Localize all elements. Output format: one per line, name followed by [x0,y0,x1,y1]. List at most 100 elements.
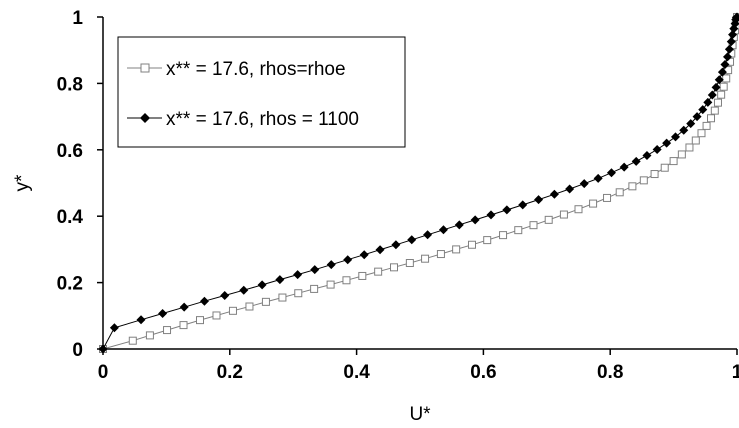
data-point [628,182,637,191]
data-point [514,226,523,235]
y-tick-label: 0.4 [57,207,84,228]
data-point [293,270,303,280]
x-axis-title: U* [409,404,431,425]
data-point [502,205,512,215]
series-1 [99,13,739,353]
x-tick-label: 1 [732,362,739,383]
data-point [179,321,188,330]
data-point [438,225,448,235]
data-point [436,250,445,259]
data-point [720,59,730,69]
y-tick-label: 0 [72,340,83,361]
data-point [486,210,496,220]
data-point [642,150,652,160]
data-point [652,144,662,154]
data-point [559,210,568,219]
x-tick-label: 0.4 [343,362,370,383]
data-point [158,308,168,318]
data-point [359,250,369,260]
data-point [691,136,700,145]
data-point [358,271,367,280]
ticks-layer: 0 0.2 0.4 0.6 0.8 1 0 0.2 0.4 0.6 0.8 1 [57,8,739,383]
data-point [544,215,553,224]
data-point [679,125,689,135]
data-point [145,331,154,340]
axes-layer [102,17,737,350]
y-tick-label: 0.8 [57,74,83,95]
data-point [212,311,221,320]
data-point [391,240,401,250]
y-axis-title: y* [12,174,33,192]
data-point [257,280,267,290]
data-point [722,74,731,83]
data-point [179,302,189,312]
data-point [534,195,544,205]
data-point [717,67,727,77]
data-point [467,240,476,249]
data-point [631,156,641,166]
legend-box [117,36,406,148]
data-point [698,105,708,115]
data-point [310,265,320,275]
data-point [470,215,480,225]
data-point [375,245,385,255]
data-point [294,289,303,298]
data-point [499,231,508,240]
data-point [390,263,399,272]
series-layer [98,12,739,354]
data-point [565,184,575,194]
legend-marker-series-2 [140,113,150,123]
data-point [405,259,414,268]
data-point [707,114,716,123]
data-point [650,170,659,179]
data-point [196,316,205,325]
data-point [671,132,681,142]
data-point [662,138,672,148]
legend-label-series-2: x** = 17.6, rhos = 1100 [166,109,359,130]
data-point [685,143,694,152]
data-point [239,285,249,295]
data-point [454,220,464,230]
data-point [606,168,616,178]
data-point [109,323,119,333]
data-point [692,112,702,122]
data-point [707,90,717,100]
y-tick-label: 1 [72,8,83,29]
x-tick-label: 0.8 [597,362,623,383]
data-point [703,97,713,107]
data-point [343,255,353,265]
data-point [722,52,732,62]
data-point [579,179,589,189]
data-point [163,326,172,335]
data-point [697,129,706,138]
x-tick-label: 0 [98,362,109,383]
data-point [639,176,648,185]
data-point [518,200,528,210]
data-point [726,37,736,47]
series-line [102,16,738,350]
data-point [719,82,728,91]
x-tick-label: 0.2 [217,362,243,383]
data-point [128,336,137,345]
data-point [529,221,538,230]
data-point [669,157,678,166]
legend-marker-series-1 [140,63,150,73]
data-point [310,284,319,293]
data-point [275,275,285,285]
legend-label-series-1: x** = 17.6, rhos=rhoe [166,59,346,80]
data-point [326,260,336,270]
data-point [199,296,209,306]
data-point [717,90,726,99]
data-point [421,254,430,263]
data-point [677,150,686,159]
data-point [593,173,603,183]
data-point [702,121,711,130]
data-point [711,82,721,92]
data-point [483,236,492,245]
x-tick-label: 0.6 [470,362,496,383]
data-point [619,162,629,172]
data-point [713,98,722,107]
data-point [660,163,669,172]
data-point [724,44,734,54]
